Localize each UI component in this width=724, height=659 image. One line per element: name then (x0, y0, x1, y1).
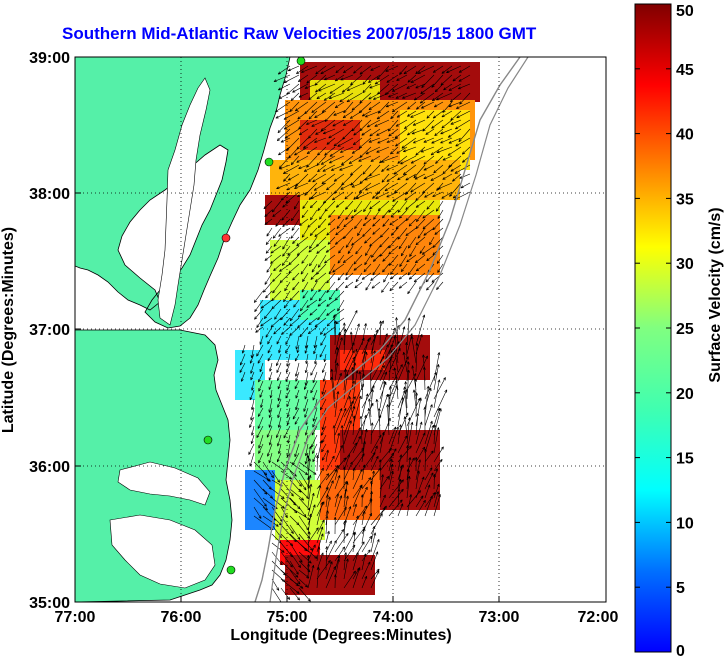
x-tick-label: 73:00 (479, 609, 520, 626)
x-tick-label: 76:00 (161, 609, 202, 626)
radar-station-marker (221, 233, 231, 243)
colorbar-tick-label: 15 (676, 451, 694, 468)
colorbar-tick-label: 50 (676, 3, 694, 20)
x-tick-label: 77:00 (55, 609, 96, 626)
colorbar-tick-label: 20 (676, 386, 694, 403)
y-tick-label: 38:00 (29, 186, 70, 203)
colorbar-label: Surface Velocity (cm/s) (707, 207, 724, 382)
radar-station-marker (203, 435, 213, 445)
grid-lines (75, 57, 606, 602)
colorbar-ticks: 0 5 10 15 20 25 30 35 40 45 50 (635, 3, 694, 659)
bathymetry-contour (269, 57, 529, 602)
colorbar-tick-label: 35 (676, 191, 694, 208)
y-tick-label: 39:00 (29, 50, 70, 67)
x-axis-label: Longitude (Degrees:Minutes) (230, 627, 451, 644)
x-tick-label: 74:00 (373, 609, 414, 626)
bathymetry-contour (254, 57, 521, 602)
velocity-vectors (239, 65, 471, 602)
colorbar: 0 5 10 15 20 25 30 35 40 45 50 Surface Velocity (c… (634, 3, 724, 659)
y-axis-label: Latitude (Degrees:Minutes) (0, 227, 17, 433)
chesapeake-bay (157, 77, 211, 326)
y-tick-label: 37:00 (29, 322, 70, 339)
y-tick-label: 36:00 (29, 459, 70, 476)
colorbar-tick-label: 30 (676, 256, 694, 273)
pamlico-sound (109, 514, 216, 589)
radar-station-marker (264, 157, 274, 167)
y-tick-label: 35:00 (29, 595, 70, 612)
radar-station-marker (296, 57, 306, 66)
map-title: Southern Mid-Atlantic Raw Velocities 200… (62, 24, 537, 43)
colorbar-tick-label: 25 (676, 321, 694, 338)
colorbar-tick-label: 45 (676, 62, 694, 79)
radar-station-marker (226, 565, 236, 575)
x-axis: 77:00 76:00 75:00 74:00 73:00 72:00 Long… (55, 596, 619, 644)
albemarle-sound (117, 461, 211, 506)
x-tick-label: 75:00 (267, 609, 308, 626)
velocity-vector-arrows (239, 65, 471, 602)
colorbar-gradient (634, 3, 672, 653)
y-axis: 39:00 38:00 37:00 36:00 35:00 Latitude (… (0, 50, 81, 612)
land-mass (75, 57, 291, 329)
x-tick-label: 72:00 (578, 609, 619, 626)
colorbar-tick-label: 10 (676, 515, 694, 532)
colorbar-tick-label: 5 (676, 580, 685, 597)
colorbar-tick-label: 0 (676, 643, 685, 659)
colorbar-tick-label: 40 (676, 127, 694, 144)
